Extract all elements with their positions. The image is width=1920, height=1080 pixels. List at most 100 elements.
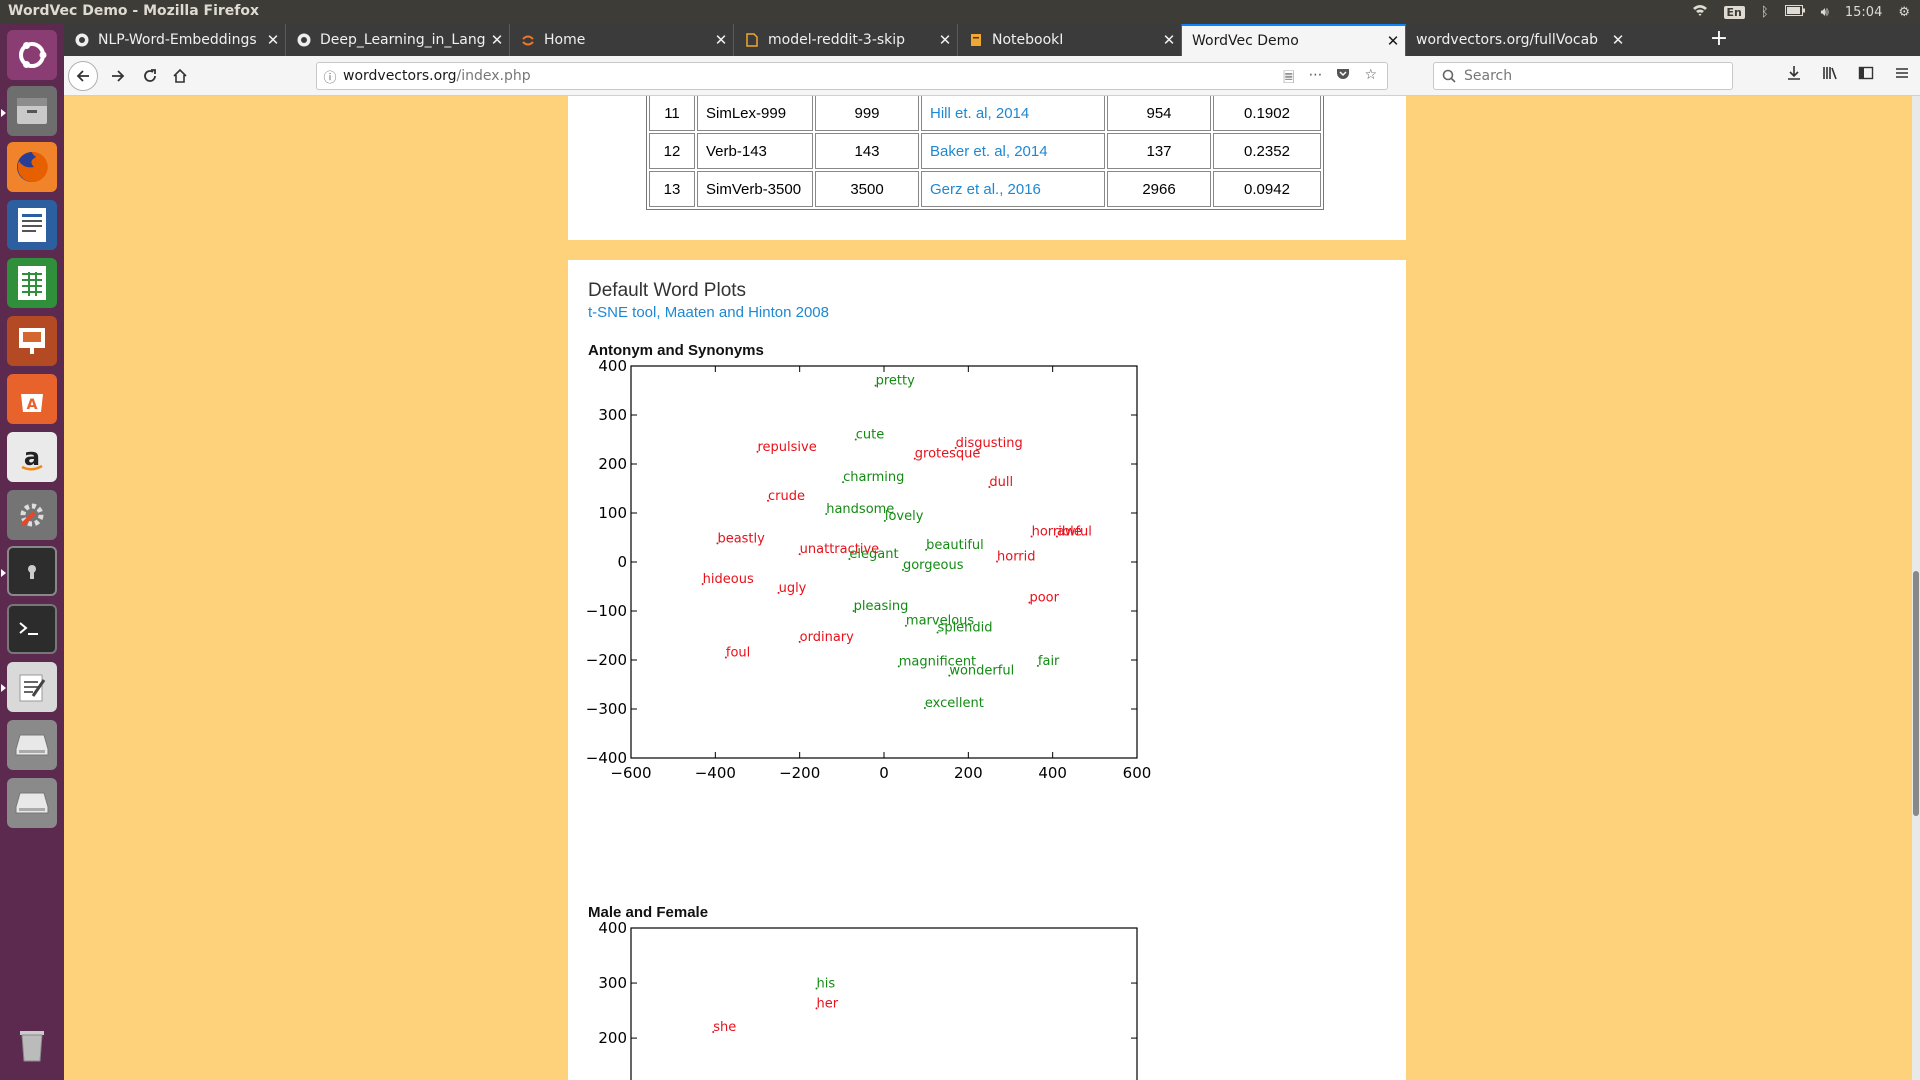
url-path: /index.php (456, 68, 531, 84)
point-label: her (817, 996, 839, 1011)
disk-drive-icon[interactable] (7, 778, 57, 828)
close-icon[interactable]: ✕ (266, 31, 280, 49)
tab-notebook[interactable]: NotebookI ✕ (958, 24, 1182, 56)
info-icon[interactable]: ⓘ (323, 70, 337, 86)
x-tick-label: 0 (879, 764, 889, 782)
tab-wordvec-demo[interactable]: WordVec Demo ✕ (1182, 24, 1406, 56)
tab-deep-learning-in-lang[interactable]: Deep_Learning_in_Lang ✕ (286, 24, 510, 56)
data-point (904, 624, 907, 627)
plot-frame (630, 927, 1138, 1080)
firefox-icon[interactable] (7, 142, 57, 192)
wifi-icon[interactable] (1692, 4, 1708, 20)
disk-drive-icon[interactable] (7, 720, 57, 770)
point-label: excellent (925, 696, 984, 711)
terminal-icon[interactable] (7, 604, 57, 654)
launcher-running-indicator (1, 569, 6, 577)
home-button[interactable] (166, 62, 194, 90)
pocket-icon[interactable] (1336, 67, 1350, 91)
point-label: foul (726, 646, 750, 661)
close-icon[interactable]: ✕ (490, 31, 504, 49)
male-female-plot: 400 300 200 his her she (598, 919, 1138, 1080)
keyboard-layout-indicator[interactable]: En (1723, 5, 1745, 19)
forward-button[interactable] (104, 62, 132, 90)
data-point (724, 656, 727, 659)
y-tick-label: −200 (586, 651, 627, 669)
point-label: handsome (826, 502, 894, 517)
system-tray: En ᛒ 🔊︎ 15:04 ⚙ (1692, 0, 1910, 24)
point-label: cute (856, 428, 884, 443)
scrollbar-thumb[interactable] (1913, 571, 1919, 816)
x-tick-label: 600 (1123, 764, 1152, 782)
trash-icon[interactable] (7, 1020, 57, 1070)
tab-home[interactable]: Home ✕ (510, 24, 734, 56)
point-label: marvelous (906, 614, 974, 629)
bookmark-star-icon[interactable]: ☆ (1364, 67, 1377, 83)
volume-icon[interactable]: 🔊︎ (1820, 4, 1829, 20)
close-icon[interactable]: ✕ (1162, 31, 1176, 49)
system-settings-icon[interactable] (7, 490, 57, 540)
back-button[interactable] (68, 61, 98, 91)
menu-icon[interactable] (1894, 65, 1910, 85)
software-center-icon[interactable]: A (7, 374, 57, 424)
data-point (777, 591, 780, 594)
y-tick-label: 300 (598, 406, 627, 424)
text-editor-icon[interactable] (7, 662, 57, 712)
found-count: 954 (1107, 96, 1211, 131)
point-label: fair (1038, 654, 1060, 669)
reference-link[interactable]: Baker et. al, 2014 (930, 142, 1048, 160)
url-actions: 🗏︎ ⋯ ☆ (1283, 67, 1377, 91)
search-input[interactable]: Search (1433, 62, 1733, 90)
tab-wordvectors-fullvocab[interactable]: wordvectors.org/fullVocab ✕ (1406, 24, 1630, 56)
data-point (988, 486, 991, 489)
reload-button[interactable] (136, 62, 164, 90)
impress-icon[interactable] (7, 316, 57, 366)
tsne-reference-link[interactable]: t-SNE tool, Maaten and Hinton 2008 (588, 304, 829, 321)
point-label: pleasing (854, 599, 909, 614)
new-tab-button[interactable]: + (1709, 26, 1729, 51)
reader-view-icon[interactable]: 🗏︎ (1283, 70, 1295, 86)
close-icon[interactable]: ✕ (1611, 31, 1625, 49)
pair-count: 143 (815, 133, 919, 169)
data-point (842, 481, 845, 484)
launcher: A a (0, 24, 64, 1080)
bluetooth-icon[interactable]: ᛒ (1760, 4, 1769, 20)
sidebar-icon[interactable] (1858, 65, 1874, 85)
tab-model-reddit-3-skip[interactable]: model-reddit-3-skip ✕ (734, 24, 958, 56)
battery-icon[interactable] (1784, 4, 1805, 20)
files-icon[interactable] (7, 86, 57, 136)
ubuntu-dash-icon[interactable] (7, 30, 57, 80)
point-label: horrid (997, 550, 1036, 565)
page-actions-icon[interactable]: ⋯ (1308, 67, 1323, 83)
library-icon[interactable] (1822, 65, 1838, 85)
data-point (954, 446, 957, 449)
y-tick-label: 200 (598, 455, 627, 473)
downloads-icon[interactable] (1786, 65, 1802, 85)
x-tick-label: 200 (954, 764, 983, 782)
home-icon (173, 68, 187, 83)
url-host: wordvectors.org (343, 68, 457, 84)
scrollbar[interactable] (1912, 96, 1920, 1080)
reference-link[interactable]: Gerz et al., 2016 (930, 180, 1041, 198)
close-icon[interactable]: ✕ (714, 31, 728, 49)
point-label: gorgeous (903, 558, 964, 573)
screen-lock-icon[interactable] (7, 546, 57, 596)
close-icon[interactable]: ✕ (1386, 32, 1400, 50)
point-label: lovely (885, 509, 924, 524)
tab-nlp-word-embeddings[interactable]: NLP-Word-Embeddings ✕ (64, 24, 286, 56)
table-row: 12 Verb-143 143 Baker et. al, 2014 137 0… (649, 133, 1321, 169)
clock[interactable]: 15:04 (1844, 4, 1883, 20)
settings-gear-icon[interactable]: ⚙ (1898, 4, 1910, 20)
row-number: 12 (649, 133, 695, 169)
point-label: unattractive (800, 542, 880, 557)
reference-link[interactable]: Hill et. al, 2014 (930, 104, 1030, 122)
close-icon[interactable]: ✕ (938, 31, 952, 49)
data-point (852, 610, 855, 612)
table-row: 13 SimVerb-3500 3500 Gerz et al., 2016 2… (649, 171, 1321, 207)
writer-icon[interactable] (7, 200, 57, 250)
amazon-icon[interactable]: a (7, 432, 57, 482)
page-viewport: 11 SimLex-999 999 Hill et. al, 2014 954 … (64, 96, 1920, 1080)
calc-icon[interactable] (7, 258, 57, 308)
url-bar[interactable]: ⓘ wordvectors.org/index.php 🗏︎ ⋯ ☆ (316, 62, 1388, 90)
data-point (756, 450, 759, 453)
